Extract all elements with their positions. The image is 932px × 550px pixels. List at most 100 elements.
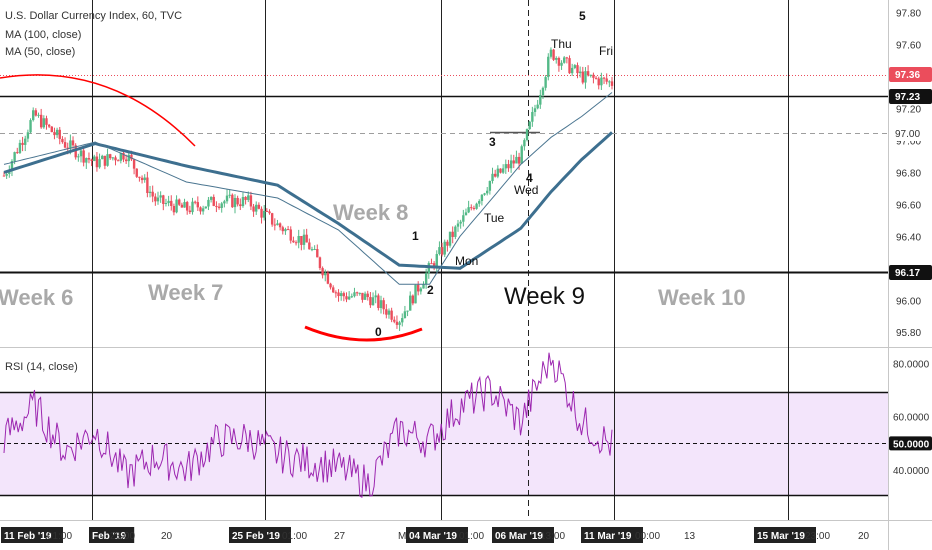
candle-body[interactable] (13, 152, 16, 161)
candle-body[interactable] (438, 247, 441, 255)
candle-body[interactable] (77, 156, 80, 158)
candle-body[interactable] (334, 292, 338, 294)
candle-body[interactable] (565, 57, 569, 59)
candle-body[interactable] (605, 78, 608, 82)
candle-body[interactable] (114, 157, 117, 161)
candle-body[interactable] (350, 296, 354, 298)
candle-body[interactable] (239, 204, 242, 207)
candle-body[interactable] (257, 204, 261, 209)
candle-body[interactable] (419, 288, 423, 292)
candle-body[interactable] (416, 284, 420, 292)
candle-body[interactable] (475, 203, 478, 209)
candle-body[interactable] (310, 249, 314, 251)
price-axis[interactable]: 97.8097.6097.4097.2097.0096.8096.6096.40… (896, 9, 921, 340)
candle-body[interactable] (85, 158, 88, 163)
candle-body[interactable] (488, 180, 492, 191)
symbol-legend[interactable]: U.S. Dollar Currency Index, 60, TVC (5, 10, 182, 22)
candle-body[interactable] (576, 65, 579, 74)
candle-body[interactable] (560, 62, 563, 66)
candle-body[interactable] (448, 231, 452, 246)
candle-body[interactable] (122, 152, 125, 160)
candle-body[interactable] (93, 156, 96, 161)
candle-body[interactable] (478, 201, 481, 204)
candle-body[interactable] (188, 210, 192, 213)
candle-body[interactable] (390, 310, 393, 320)
candle-body[interactable] (608, 81, 611, 83)
candle-body[interactable] (262, 210, 266, 218)
candle-body[interactable] (342, 293, 346, 297)
candle-body[interactable] (207, 199, 210, 207)
candle-body[interactable] (10, 160, 14, 172)
candle-body[interactable] (409, 295, 412, 311)
candle-body[interactable] (55, 129, 59, 136)
candle-body[interactable] (600, 77, 603, 86)
candle-body[interactable] (435, 254, 438, 267)
candle-body[interactable] (464, 212, 468, 216)
candle-body[interactable] (278, 223, 282, 228)
candle-body[interactable] (570, 67, 574, 74)
candle-body[interactable] (98, 159, 101, 168)
candle-body[interactable] (29, 120, 32, 133)
candle-body[interactable] (363, 293, 367, 300)
candle-body[interactable] (270, 213, 274, 225)
candle-body[interactable] (39, 114, 43, 128)
candle-body[interactable] (37, 114, 40, 116)
candle-body[interactable] (533, 108, 537, 112)
candle-body[interactable] (16, 152, 19, 154)
candle-body[interactable] (167, 200, 170, 203)
candle-body[interactable] (528, 121, 531, 130)
candle-body[interactable] (148, 191, 152, 194)
candle-body[interactable] (185, 202, 189, 211)
candle-body[interactable] (355, 292, 359, 294)
candle-body[interactable] (347, 296, 351, 300)
candle-body[interactable] (597, 78, 600, 86)
candle-body[interactable] (578, 71, 582, 74)
candle-body[interactable] (58, 129, 61, 139)
candle-body[interactable] (353, 292, 356, 297)
candle-body[interactable] (42, 118, 46, 128)
candle-body[interactable] (268, 211, 271, 214)
candle-body[interactable] (541, 87, 545, 96)
candle-body[interactable] (525, 129, 529, 141)
candle-body[interactable] (154, 196, 157, 202)
candle-body[interactable] (143, 177, 146, 181)
candle-body[interactable] (95, 156, 99, 168)
candle-body[interactable] (79, 150, 83, 157)
candle-body[interactable] (2, 175, 6, 177)
candle-body[interactable] (69, 140, 72, 149)
candle-body[interactable] (393, 319, 396, 322)
candle-body[interactable] (172, 205, 176, 213)
candle-body[interactable] (387, 310, 391, 315)
candle-body[interactable] (164, 202, 168, 204)
candle-body[interactable] (217, 206, 221, 208)
candle-body[interactable] (191, 201, 194, 213)
candle-body[interactable] (316, 249, 319, 258)
candle-body[interactable] (509, 160, 513, 169)
candle-body[interactable] (602, 77, 606, 79)
candle-body[interactable] (183, 202, 186, 208)
candle-body[interactable] (374, 295, 377, 298)
candle-body[interactable] (483, 193, 486, 195)
candle-body[interactable] (247, 195, 250, 200)
candle-body[interactable] (549, 49, 553, 57)
candle-body[interactable] (401, 318, 404, 323)
ma100-legend[interactable]: MA (100, close) (5, 29, 81, 41)
candle-body[interactable] (501, 168, 505, 173)
candle-body[interactable] (332, 287, 335, 293)
candle-body[interactable] (286, 229, 290, 231)
candle-body[interactable] (106, 154, 109, 166)
candle-body[interactable] (308, 242, 311, 250)
candle-body[interactable] (517, 156, 521, 164)
candle-body[interactable] (403, 311, 407, 319)
candle-body[interactable] (427, 263, 431, 274)
candle-body[interactable] (321, 268, 324, 276)
top-arc[interactable] (0, 74, 196, 147)
rsi-legend[interactable]: RSI (14, close) (5, 361, 78, 373)
candle-body[interactable] (281, 227, 284, 232)
candle-body[interactable] (395, 321, 399, 325)
candle-body[interactable] (50, 126, 53, 133)
candle-body[interactable] (71, 140, 75, 146)
candle-body[interactable] (26, 132, 30, 139)
candle-body[interactable] (162, 195, 165, 204)
